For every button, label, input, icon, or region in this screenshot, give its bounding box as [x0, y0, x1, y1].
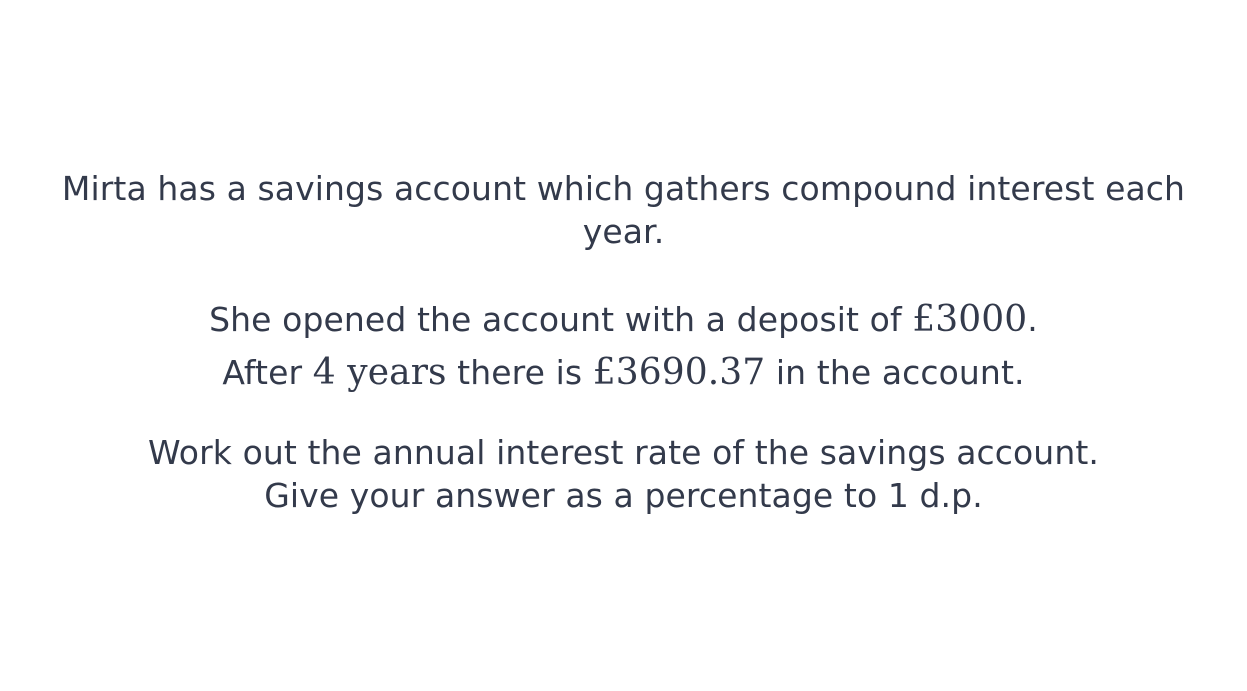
balance-text-end: in the account.	[765, 353, 1025, 392]
question-intro: Mirta has a savings account which gather…	[0, 167, 1247, 253]
balance-amount: £3690.37	[592, 352, 766, 393]
deposit-amount: £3000	[912, 299, 1028, 340]
balance-text-start: After	[222, 353, 313, 392]
question-given-info: She opened the account with a deposit of…	[0, 293, 1247, 399]
years-value: 4 years	[312, 352, 447, 393]
balance-text-mid: there is	[446, 353, 593, 392]
deposit-text: She opened the account with a deposit of	[209, 300, 913, 339]
task-precision: Give your answer as a percentage to 1 d.…	[264, 476, 983, 515]
deposit-line: She opened the account with a deposit of…	[0, 293, 1247, 346]
task-instruction: Work out the annual interest rate of the…	[148, 433, 1099, 472]
balance-line: After 4 years there is £3690.37 in the a…	[0, 346, 1247, 399]
question-task: Work out the annual interest rate of the…	[0, 431, 1247, 517]
deposit-period: .	[1027, 300, 1038, 339]
intro-text: Mirta has a savings account which gather…	[61, 169, 1186, 251]
